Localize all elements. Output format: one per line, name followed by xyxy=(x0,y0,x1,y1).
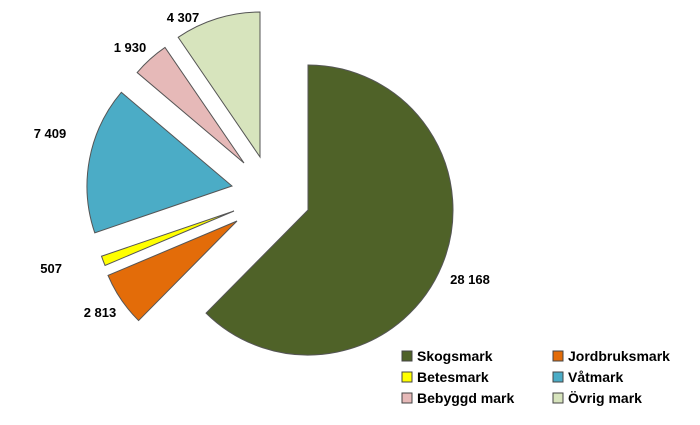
legend-label-skogsmark: Skogsmark xyxy=(417,348,493,364)
legend-swatch-vatmark xyxy=(552,371,564,383)
legend-swatch-jordbruksmark xyxy=(552,350,564,362)
legend-swatch-ovrig-mark xyxy=(552,392,564,404)
legend-swatch-skogsmark xyxy=(401,350,413,362)
legend-label-bebyggd-mark: Bebyggd mark xyxy=(417,390,514,406)
slice-bebyggd-mark xyxy=(136,46,245,164)
data-label-skogsmark: 28 168 xyxy=(450,272,490,287)
slice-vatmark xyxy=(86,91,233,234)
legend-swatch-betesmark xyxy=(401,371,413,383)
slice-ovrig-mark xyxy=(177,11,261,159)
data-label-jordbruksmark: 2 813 xyxy=(84,305,117,320)
data-label-vatmark: 7 409 xyxy=(34,126,67,141)
legend-label-betesmark: Betesmark xyxy=(417,369,489,385)
data-label-ovrig-mark: 4 307 xyxy=(167,10,200,25)
slice-skogsmark xyxy=(205,64,454,356)
data-label-bebyggd-mark: 1 930 xyxy=(114,40,147,55)
legend-swatch-bebyggd-mark xyxy=(401,392,413,404)
legend-label-vatmark: Våtmark xyxy=(568,369,623,385)
pie-data-labels: 28 168 2 813 507 7 409 1 930 4 307 xyxy=(34,10,490,320)
data-label-betesmark: 507 xyxy=(40,261,62,276)
pie-slices xyxy=(86,11,454,356)
legend-label-jordbruksmark: Jordbruksmark xyxy=(568,348,670,364)
slice-jordbruksmark xyxy=(107,220,238,322)
slice-betesmark xyxy=(100,210,235,267)
legend: Skogsmark Jordbruksmark Betesmark Våtmark Be… xyxy=(401,348,670,406)
legend-label-ovrig-mark: Övrig mark xyxy=(568,390,642,406)
